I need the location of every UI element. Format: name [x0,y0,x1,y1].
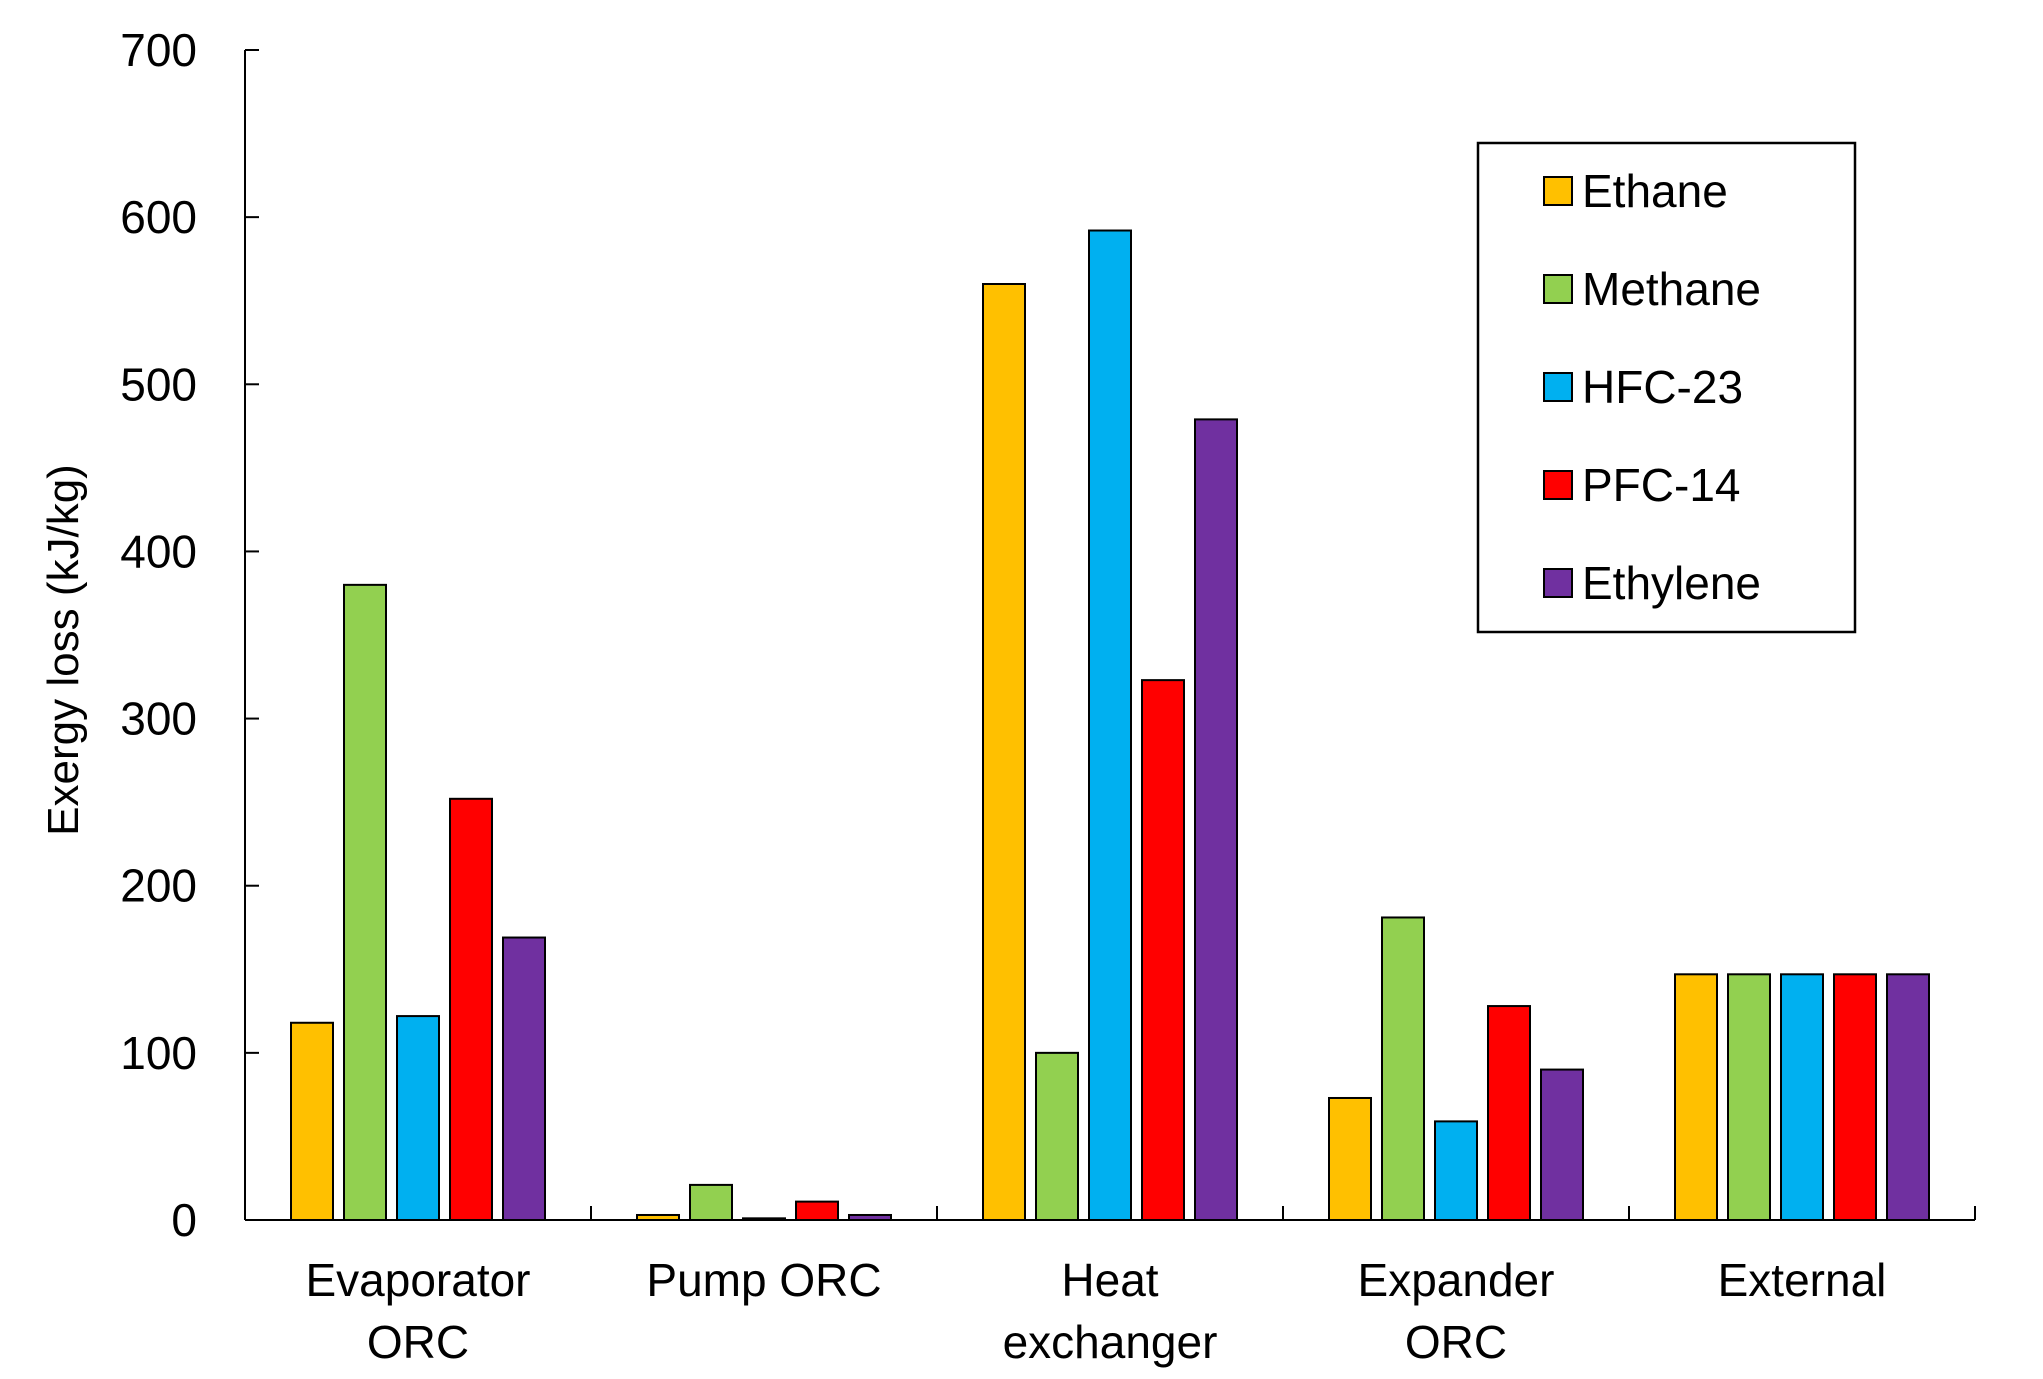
bar-ethylene-0 [502,936,546,1221]
y-tick-label: 400 [120,525,197,577]
x-category-label: ORC [1405,1316,1507,1368]
legend-label-ethane: Ethane [1582,165,1728,217]
bar-ethane-4 [1674,973,1718,1221]
y-axis: 0 100 200 300 400 500 600 700 [120,24,259,1246]
bar-ethane-3 [1328,1096,1372,1221]
bar-ethane-0 [290,1021,334,1221]
bar-pfc-14-0 [449,797,493,1221]
legend-label-hfc-23: HFC-23 [1582,361,1743,413]
legend: Ethane Methane HFC-23 PFC-14 Ethylene [1476,141,1857,634]
bar-hfc-23-4 [1780,973,1824,1221]
bar-pfc-14-4 [1833,973,1877,1221]
y-tick-label: 200 [120,860,197,912]
bar-ethylene-2 [1194,418,1238,1221]
x-category-label: External [1718,1254,1887,1306]
legend-swatch-pfc-14 [1543,470,1573,500]
x-category-label: Evaporator [305,1254,530,1306]
legend-swatch-hfc-23 [1543,372,1573,402]
legend-swatch-ethane [1543,176,1573,206]
x-category-label: Expander [1358,1254,1555,1306]
y-tick-label: 300 [120,693,197,745]
bars [290,229,1930,1222]
bar-pfc-14-3 [1487,1005,1531,1221]
legend-box [1476,141,1857,634]
legend-swatch-ethylene [1543,568,1573,598]
x-category-label: Heat [1061,1254,1158,1306]
x-category-label: exchanger [1003,1316,1218,1368]
bar-methane-4 [1727,973,1771,1221]
x-category-label: ORC [367,1316,469,1368]
x-axis: Evaporator ORC Pump ORC Heat exchanger Expand… [244,1206,1976,1368]
bar-methane-3 [1381,916,1425,1221]
bar-hfc-23-3 [1434,1120,1478,1222]
bar-ethylene-4 [1886,973,1930,1221]
y-tick-label: 0 [171,1194,197,1246]
bar-hfc-23-2 [1088,229,1132,1221]
y-tick-label: 500 [120,358,197,410]
bar-ethane-2 [982,283,1026,1221]
y-axis-label: Exergy loss (kJ/kg) [39,464,88,836]
bar-methane-1 [689,1183,733,1222]
y-tick-label: 600 [120,191,197,243]
bar-pfc-14-1 [795,1200,839,1221]
legend-label-ethylene: Ethylene [1582,557,1761,609]
x-category-label: Pump ORC [646,1254,881,1306]
bar-pfc-14-2 [1141,679,1185,1221]
bar-methane-2 [1035,1051,1079,1222]
legend-swatch-methane [1543,274,1573,304]
y-tick-label: 700 [120,24,197,76]
bar-ethylene-3 [1540,1068,1584,1221]
bar-hfc-23-0 [396,1015,440,1221]
legend-label-pfc-14: PFC-14 [1582,459,1740,511]
y-tick-label: 100 [120,1027,197,1079]
legend-label-methane: Methane [1582,263,1761,315]
bar-methane-0 [343,583,387,1221]
